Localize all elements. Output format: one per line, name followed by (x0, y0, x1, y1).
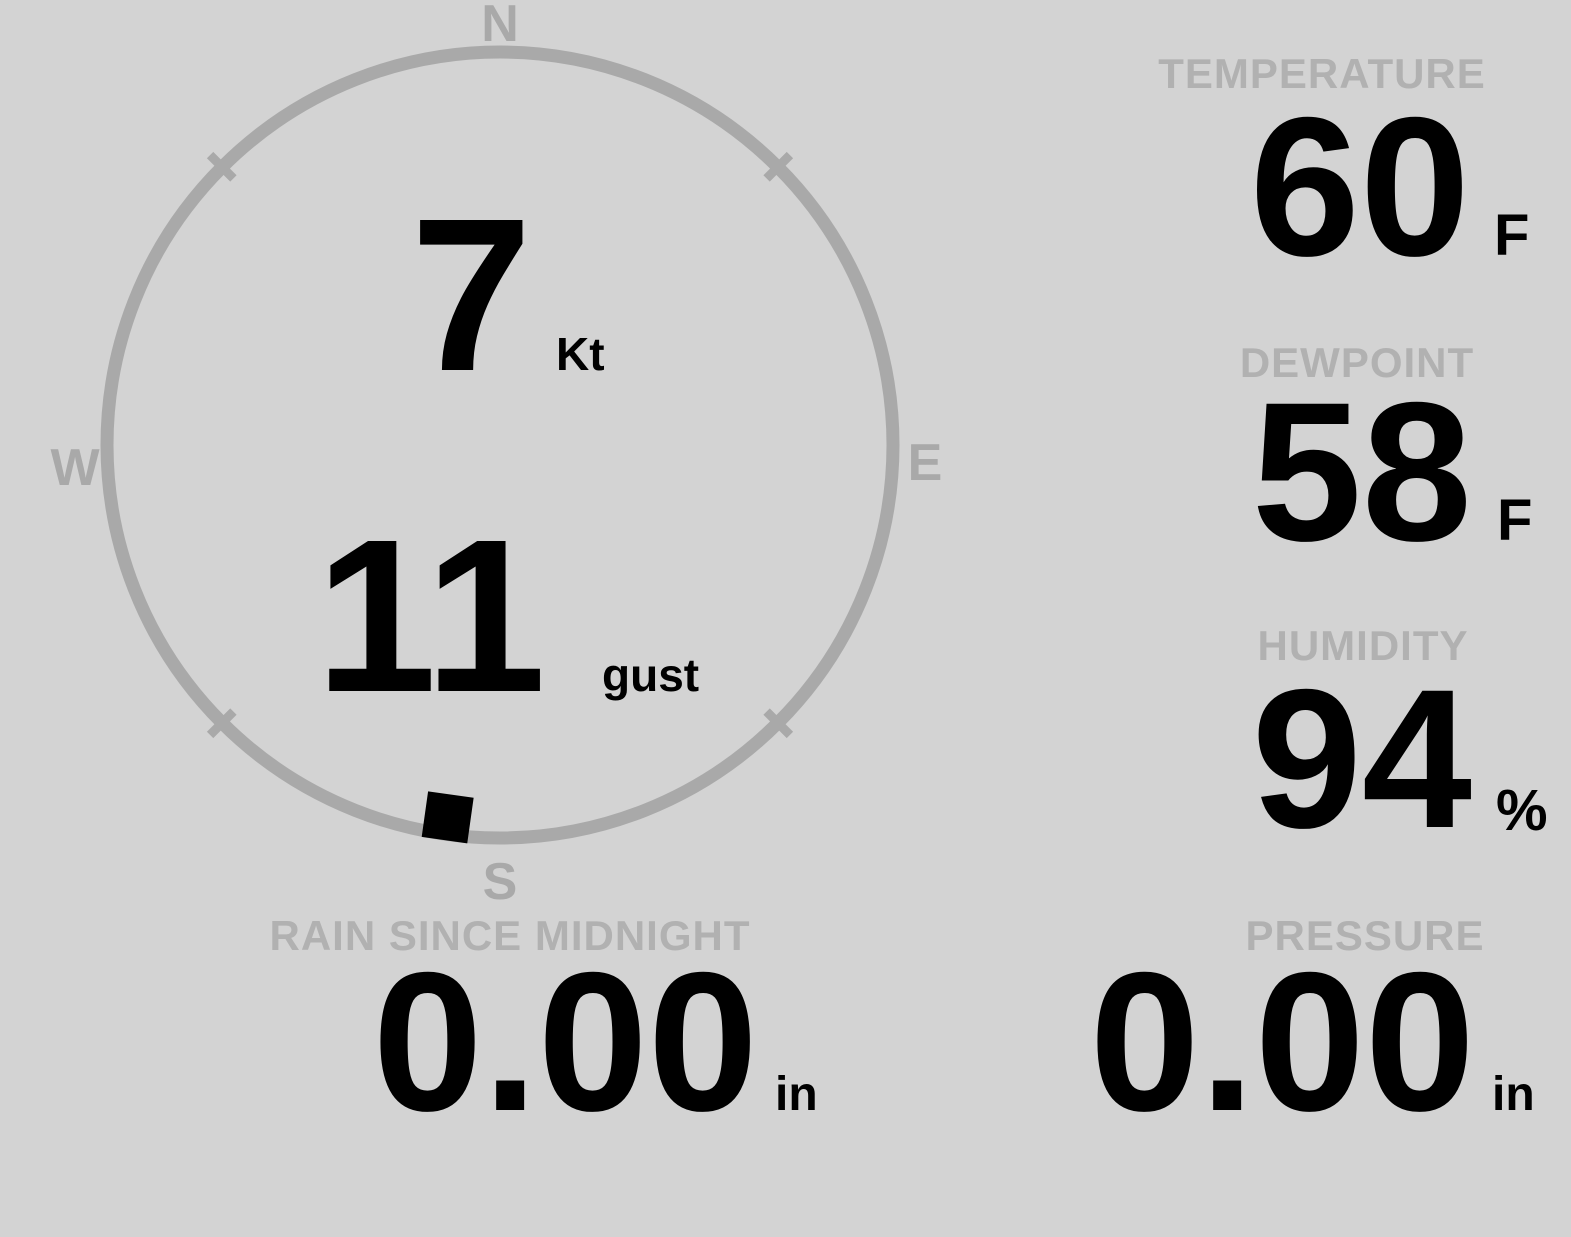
cardinal-south-label: S (483, 853, 518, 911)
humidity-label: HUMIDITY (1258, 622, 1469, 669)
pressure-value: 0.00 (1090, 931, 1475, 1152)
dewpoint-unit: F (1497, 488, 1532, 553)
pressure-label: PRESSURE (1245, 912, 1484, 959)
wind-compass: N E S W 7 Kt 11 gust (50, 0, 942, 911)
compass-ring (100, 45, 900, 845)
dewpoint-label: DEWPOINT (1240, 339, 1474, 386)
pressure-unit: in (1492, 1068, 1535, 1121)
temperature-label: TEMPERATURE (1158, 50, 1486, 97)
dewpoint-panel: DEWPOINT 58 F (1240, 339, 1533, 582)
pressure-panel: PRESSURE 0.00 in (1090, 912, 1535, 1152)
rain-unit: in (775, 1068, 818, 1121)
compass-tick-southeast (763, 708, 794, 739)
temperature-value: 60 (1250, 76, 1470, 297)
compass-tick-northeast (763, 151, 794, 182)
wind-speed-value: 7 (411, 174, 532, 417)
humidity-panel: HUMIDITY 94 % (1252, 622, 1548, 869)
wind-speed-unit: Kt (556, 328, 605, 380)
wind-gust-unit: gust (602, 649, 699, 701)
rain-value: 0.00 (373, 931, 758, 1152)
humidity-unit: % (1496, 778, 1548, 843)
cardinal-west-label: W (50, 439, 100, 497)
cardinal-east-label: E (908, 434, 943, 492)
rain-panel: RAIN SINCE MIDNIGHT 0.00 in (270, 912, 818, 1152)
rain-label: RAIN SINCE MIDNIGHT (270, 912, 751, 959)
wind-direction-marker (421, 791, 474, 844)
compass-tick-southwest (206, 708, 237, 739)
dewpoint-value: 58 (1252, 361, 1472, 582)
humidity-value: 94 (1252, 648, 1472, 869)
temperature-unit: F (1494, 203, 1529, 268)
cardinal-north-label: N (481, 0, 519, 53)
wind-gust-value: 11 (316, 495, 546, 738)
compass-tick-northwest (206, 151, 237, 182)
temperature-panel: TEMPERATURE 60 F (1158, 50, 1529, 297)
